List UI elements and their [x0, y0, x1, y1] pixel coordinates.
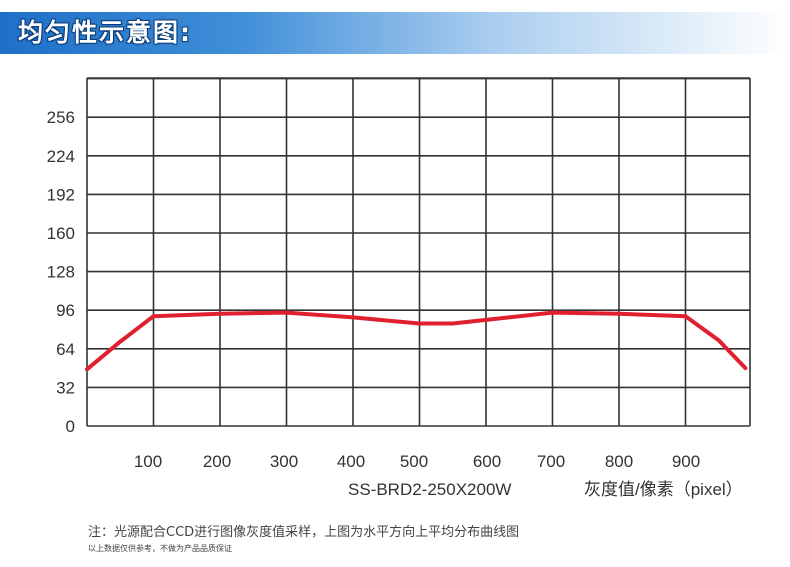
y-tick-label: 256: [47, 108, 75, 127]
chart-grid: [86, 77, 751, 427]
x-axis-ticks: 100 200 300 400 500 600 700 800 900: [134, 452, 700, 471]
x-tick-label: 400: [337, 452, 365, 471]
title-banner: 均匀性示意图:: [0, 12, 790, 54]
disclaimer-note: 以上数据仅供参考，不做为产品品质保证: [88, 544, 232, 553]
page-title: 均匀性示意图:: [18, 18, 192, 47]
y-tick-label: 0: [66, 417, 75, 436]
y-tick-label: 128: [47, 263, 75, 282]
chart-note: 注：光源配合CCD进行图像灰度值采样，上图为水平方向上平均分布曲线图: [88, 525, 520, 540]
x-axis-label: 灰度值/像素（pixel）: [584, 480, 743, 499]
x-tick-label: 800: [605, 452, 633, 471]
x-tick-label: 600: [473, 452, 501, 471]
x-tick-label: 100: [134, 452, 162, 471]
y-tick-label: 224: [47, 147, 75, 166]
y-tick-label: 96: [56, 301, 75, 320]
y-tick-label: 160: [47, 224, 75, 243]
x-tick-label: 500: [400, 452, 428, 471]
model-label: SS-BRD2-250X200W: [348, 480, 511, 499]
x-tick-label: 300: [270, 452, 298, 471]
y-tick-label: 64: [56, 340, 75, 359]
y-tick-label: 32: [56, 378, 75, 397]
x-tick-label: 700: [537, 452, 565, 471]
x-tick-label: 900: [672, 452, 700, 471]
y-tick-label: 192: [47, 185, 75, 204]
chart-series: [85, 310, 748, 372]
y-axis-ticks: 0 32 64 96 128 160 192 224 256: [47, 108, 75, 436]
x-tick-label: 200: [203, 452, 231, 471]
series-line: [85, 310, 748, 372]
